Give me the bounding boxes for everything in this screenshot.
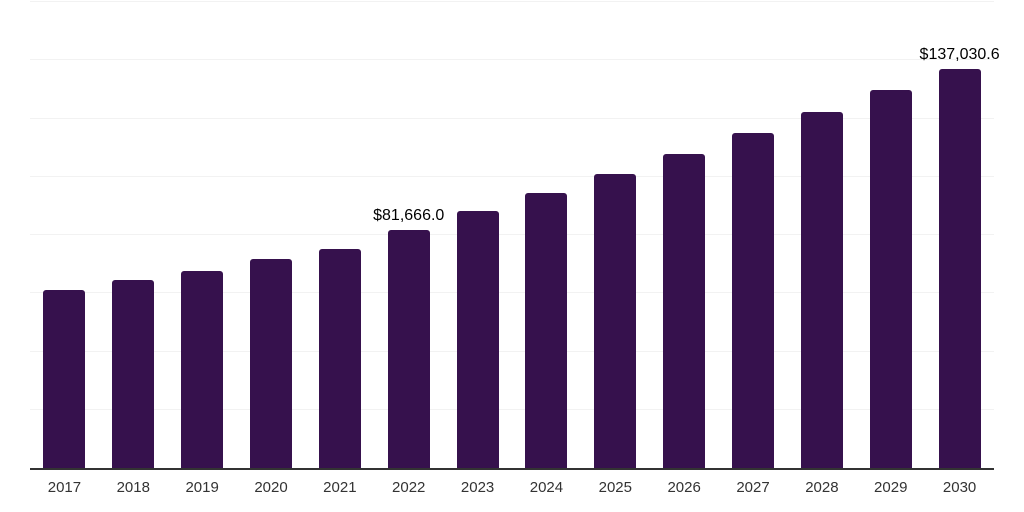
bar-band-2022: $81,666.0 xyxy=(373,2,444,468)
plot-area: $81,666.0 $137,030.6 xyxy=(30,1,1000,470)
x-axis-label-2030: 2030 xyxy=(942,479,977,496)
bar-band-2020 xyxy=(237,2,306,468)
x-axis-label-2023: 2023 xyxy=(460,479,495,496)
bar-2028 xyxy=(800,112,843,468)
bar-2017 xyxy=(43,290,86,468)
bar-band-2024 xyxy=(512,2,581,468)
x-axis-label-2024: 2024 xyxy=(529,479,564,496)
bar-band-2030: $137,030.6 xyxy=(920,2,1000,468)
bar-band-2029 xyxy=(856,2,925,468)
bar-band-2028 xyxy=(787,2,856,468)
bar-band-2026 xyxy=(650,2,719,468)
bar-band-2025 xyxy=(581,2,650,468)
x-axis-label-2026: 2026 xyxy=(667,479,701,496)
bar-2025 xyxy=(594,173,637,468)
x-axis-label-2029: 2029 xyxy=(874,479,908,496)
bar-2024 xyxy=(525,193,568,468)
bar-2019 xyxy=(181,270,224,468)
data-label-2030: $137,030.6 xyxy=(919,45,1000,63)
bar-band-2019 xyxy=(168,2,237,468)
x-axis-label-2028: 2028 xyxy=(805,479,839,496)
x-axis-label-2027: 2027 xyxy=(736,479,770,496)
x-axis-label-2022: 2022 xyxy=(392,479,426,496)
x-axis-labels: 2017 2018 2019 2020 2021 2022 2023 2024 2025 2026… xyxy=(30,479,994,496)
x-axis-label-2019: 2019 xyxy=(185,479,219,496)
bar-2021 xyxy=(318,248,361,468)
bar-2027 xyxy=(732,133,775,468)
x-axis-label-2020: 2020 xyxy=(254,479,288,496)
x-axis-label-2021: 2021 xyxy=(323,479,357,496)
bar-band-2027 xyxy=(719,2,788,468)
bar-band-2017 xyxy=(30,2,99,468)
bar-2020 xyxy=(250,259,292,468)
bar-2018 xyxy=(112,280,155,468)
bar-band-2023 xyxy=(443,2,512,468)
bar-2026 xyxy=(663,153,706,468)
data-label-2022: $81,666.0 xyxy=(373,207,445,225)
bar-band-2018 xyxy=(99,2,168,468)
x-axis-label-2017: 2017 xyxy=(47,479,82,496)
x-axis-label-2025: 2025 xyxy=(598,479,632,496)
bar-2023 xyxy=(456,211,499,468)
x-axis-label-2018: 2018 xyxy=(116,479,150,496)
bar-2030: $137,030.6 xyxy=(920,46,1000,468)
bar-band-2021 xyxy=(305,2,374,468)
bar-2022: $81,666.0 xyxy=(373,207,444,468)
bar-2029 xyxy=(869,89,912,468)
